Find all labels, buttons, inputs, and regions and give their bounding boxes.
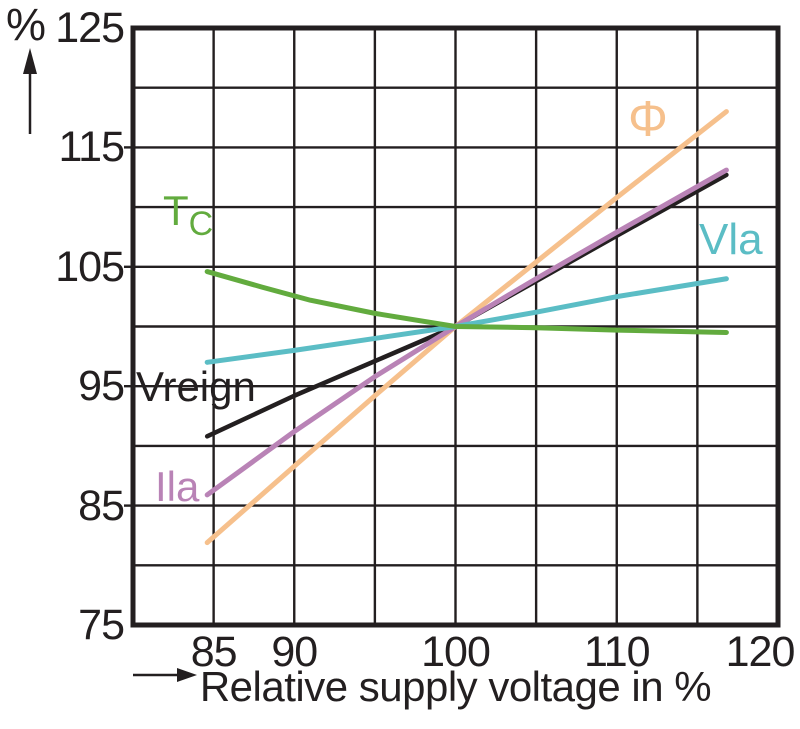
curve-label-subscript-tc: C	[188, 205, 214, 243]
curve-label-text-phi: Φ	[628, 91, 668, 147]
plot-border	[130, 25, 781, 628]
y-tick-label-85: 85	[78, 481, 125, 530]
y-axis-up-arrow-icon	[23, 48, 37, 134]
curve-label-vla: Vla	[699, 218, 763, 262]
curve-label-tc: TC	[163, 187, 213, 242]
y-axis-unit-label: %	[6, 0, 47, 50]
y-tick-label-115: 115	[58, 123, 125, 172]
y-tick-label-75: 75	[78, 601, 125, 649]
x-tick-label-90: 90	[271, 628, 318, 676]
curve-label-text-vla: Vla	[699, 215, 763, 264]
x-axis-title: Relative supply voltage in %	[199, 663, 712, 710]
x-tick-label-85: 85	[190, 628, 238, 676]
curve-label-vreign: Vreign	[136, 366, 256, 408]
curve-label-text-ila: Ila	[155, 463, 200, 510]
y-tick-label-105: 105	[55, 242, 125, 291]
x-axis-right-arrow-icon	[133, 668, 197, 682]
curve-label-ila: Ila	[155, 466, 199, 508]
curve-tc	[204, 269, 729, 335]
curve-label-phi: Φ	[628, 94, 668, 144]
x-tick-label-100: 100	[421, 628, 491, 676]
x-tick-label-120: 120	[725, 628, 796, 676]
curve-label-text-tc: T	[163, 187, 189, 234]
x-axis-title-row: Relative supply voltage in %	[133, 663, 778, 710]
y-tick-label-125: 125	[55, 4, 125, 52]
x-tick-label-110: 110	[583, 628, 651, 676]
y-tick-label-95: 95	[78, 362, 125, 411]
curve-label-text-vreign: Vreign	[136, 363, 256, 410]
